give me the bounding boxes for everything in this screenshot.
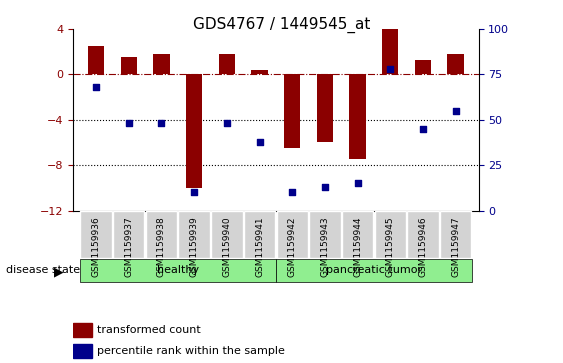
- Bar: [415, 60, 431, 74]
- Point: [157, 121, 166, 126]
- Bar: [88, 46, 104, 74]
- Bar: [350, 74, 366, 159]
- Point: [222, 121, 231, 126]
- Bar: [251, 70, 267, 74]
- Text: GSM1159941: GSM1159941: [255, 216, 264, 277]
- Text: healthy: healthy: [157, 265, 199, 276]
- FancyBboxPatch shape: [407, 211, 439, 258]
- Text: GSM1159937: GSM1159937: [124, 216, 133, 277]
- Text: transformed count: transformed count: [97, 325, 201, 335]
- Point: [418, 126, 427, 132]
- FancyBboxPatch shape: [309, 211, 341, 258]
- Point: [353, 180, 362, 186]
- Text: ▶: ▶: [54, 265, 64, 278]
- Text: GDS4767 / 1449545_at: GDS4767 / 1449545_at: [193, 16, 370, 33]
- Bar: [73, 344, 92, 358]
- Point: [124, 121, 133, 126]
- Bar: [382, 29, 399, 74]
- Point: [92, 84, 101, 90]
- Bar: [153, 54, 169, 74]
- FancyBboxPatch shape: [80, 259, 276, 282]
- FancyBboxPatch shape: [440, 211, 471, 258]
- Text: GSM1159936: GSM1159936: [92, 216, 101, 277]
- FancyBboxPatch shape: [342, 211, 373, 258]
- Text: pancreatic tumor: pancreatic tumor: [326, 265, 422, 276]
- FancyBboxPatch shape: [211, 211, 243, 258]
- Text: GSM1159939: GSM1159939: [190, 216, 199, 277]
- FancyBboxPatch shape: [276, 259, 472, 282]
- Text: GSM1159938: GSM1159938: [157, 216, 166, 277]
- FancyBboxPatch shape: [146, 211, 177, 258]
- Text: GSM1159945: GSM1159945: [386, 216, 395, 277]
- FancyBboxPatch shape: [178, 211, 210, 258]
- Point: [190, 189, 199, 195]
- Text: GSM1159942: GSM1159942: [288, 216, 297, 277]
- Text: disease state: disease state: [6, 265, 80, 276]
- Bar: [218, 54, 235, 74]
- FancyBboxPatch shape: [113, 211, 145, 258]
- Point: [320, 184, 329, 190]
- Bar: [448, 54, 464, 74]
- Point: [386, 66, 395, 72]
- Point: [288, 189, 297, 195]
- Text: percentile rank within the sample: percentile rank within the sample: [97, 346, 285, 356]
- Bar: [73, 323, 92, 337]
- FancyBboxPatch shape: [276, 211, 308, 258]
- Point: [451, 108, 460, 114]
- Bar: [120, 57, 137, 74]
- Bar: [317, 74, 333, 143]
- Text: GSM1159947: GSM1159947: [451, 216, 460, 277]
- Text: GSM1159943: GSM1159943: [320, 216, 329, 277]
- Text: GSM1159940: GSM1159940: [222, 216, 231, 277]
- Text: GSM1159946: GSM1159946: [418, 216, 427, 277]
- FancyBboxPatch shape: [374, 211, 406, 258]
- Bar: [186, 74, 202, 188]
- FancyBboxPatch shape: [244, 211, 275, 258]
- FancyBboxPatch shape: [81, 211, 112, 258]
- Text: GSM1159944: GSM1159944: [353, 216, 362, 277]
- Bar: [284, 74, 301, 148]
- Point: [255, 139, 264, 144]
